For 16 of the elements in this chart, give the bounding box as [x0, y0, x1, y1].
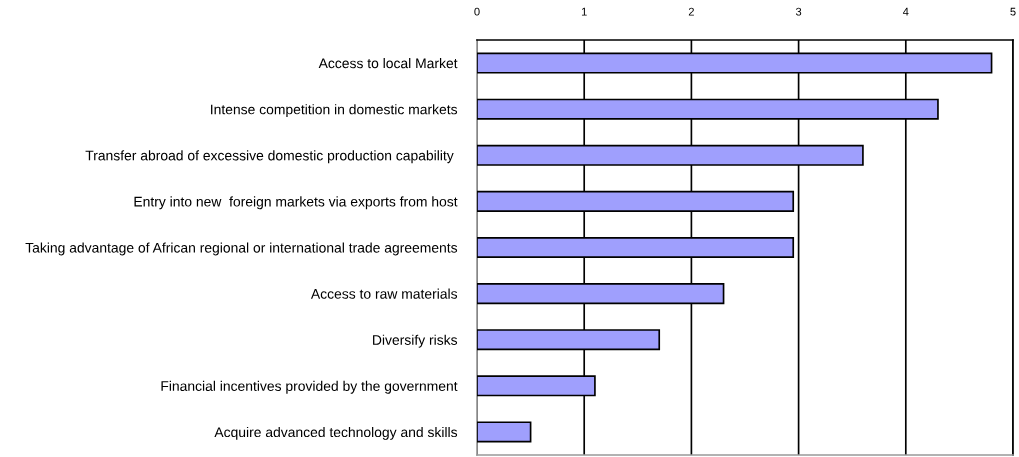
x-tick-label: 0: [474, 7, 480, 16]
y-tick-label: Transfer abroad of excessive domestic production capability: [85, 150, 454, 164]
y-tick-label: Entry into new foreign markets via exports from host: [134, 196, 458, 210]
x-tick-label: 4: [902, 7, 909, 16]
x-tick-label: 1: [581, 7, 587, 16]
y-tick-label: Access to raw materials: [310, 288, 458, 299]
x-tick-label: 3: [795, 7, 802, 16]
y-tick-label: Acquire advanced technology and skills: [214, 426, 458, 440]
bar: [477, 421, 532, 443]
x-tick-label: 2: [688, 7, 694, 16]
y-tick-label: Intense competition in domestic markets: [211, 104, 458, 118]
y-tick-label: Financial incentives provided by the government: [161, 380, 458, 394]
y-tick-label: Access to local Market: [318, 58, 458, 69]
y-tick-label: Taking advantage of African regional or international trade agreements: [25, 242, 458, 256]
y-tick-label: Diversify risks: [373, 334, 458, 348]
x-tick-label: 5: [1010, 7, 1016, 16]
